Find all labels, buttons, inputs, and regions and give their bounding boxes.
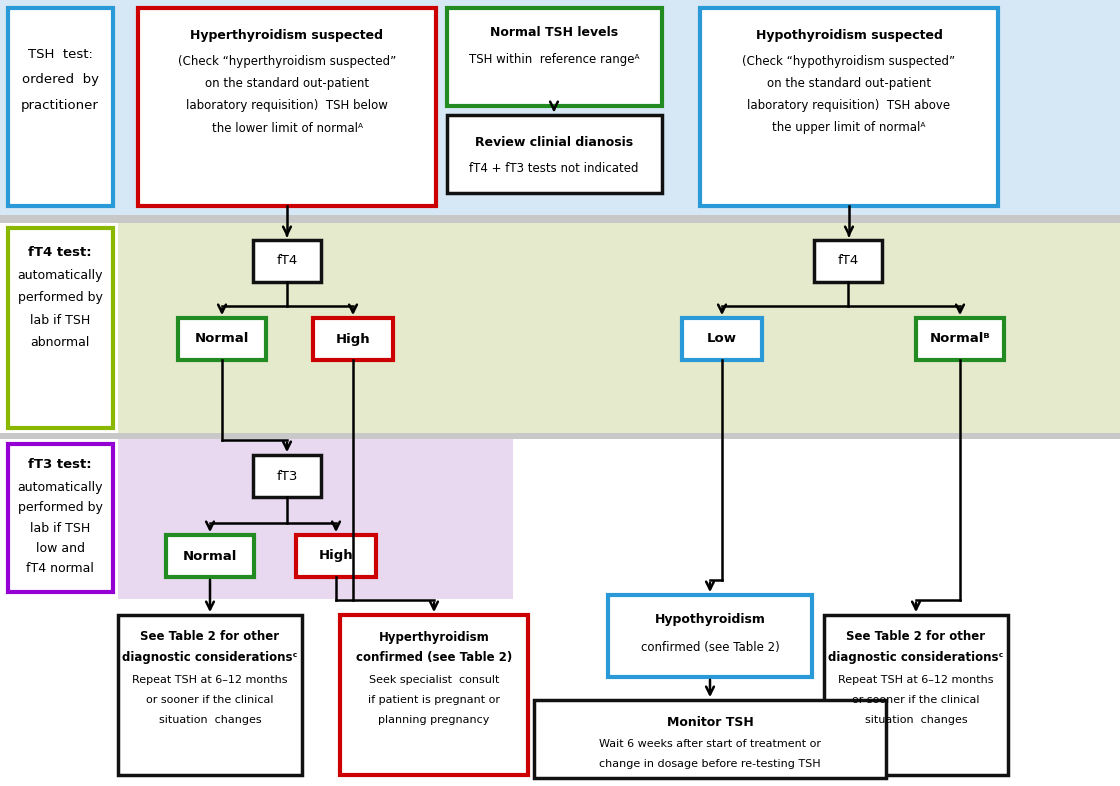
Bar [682, 318, 762, 360]
Text: if patient is pregnant or: if patient is pregnant or [368, 695, 500, 705]
Bar [534, 700, 886, 778]
Text: or sooner if the clinical: or sooner if the clinical [147, 695, 273, 705]
Text: Normalᴮ: Normalᴮ [930, 332, 990, 346]
Bar [8, 228, 113, 428]
Text: situation  changes: situation changes [159, 715, 261, 725]
Text: Normal: Normal [183, 549, 237, 563]
Bar [916, 318, 1004, 360]
Text: laboratory requisition)  TSH above: laboratory requisition) TSH above [747, 100, 951, 112]
Text: Review clinial dianosis: Review clinial dianosis [475, 135, 633, 149]
Bar [8, 8, 113, 206]
Text: lab if TSH: lab if TSH [30, 523, 90, 535]
Text: fT4 + fT3 tests not indicated: fT4 + fT3 tests not indicated [469, 161, 638, 174]
Bar [700, 8, 998, 206]
Bar [340, 615, 528, 775]
Bar [178, 318, 267, 360]
Text: Repeat TSH at 6–12 months: Repeat TSH at 6–12 months [132, 675, 288, 685]
Text: Hypothyroidism suspected: Hypothyroidism suspected [756, 28, 942, 42]
Text: fT3 test:: fT3 test: [28, 458, 92, 472]
Bar [608, 595, 812, 677]
Text: Normal: Normal [195, 332, 249, 346]
Bar [312, 318, 393, 360]
Text: laboratory requisition)  TSH below: laboratory requisition) TSH below [186, 100, 388, 112]
Bar [118, 439, 513, 599]
Text: Normal TSH levels: Normal TSH levels [489, 25, 618, 39]
Text: lab if TSH: lab if TSH [30, 314, 90, 326]
Text: High: High [336, 332, 371, 346]
Text: Monitor TSH: Monitor TSH [666, 715, 754, 729]
Text: low and: low and [36, 542, 84, 556]
Text: abnormal: abnormal [30, 336, 90, 348]
Text: fT4 test:: fT4 test: [28, 245, 92, 259]
Bar [138, 8, 436, 206]
Text: or sooner if the clinical: or sooner if the clinical [852, 695, 980, 705]
Text: High: High [319, 549, 353, 563]
Bar [166, 535, 254, 577]
Text: performed by: performed by [18, 501, 102, 515]
Text: TSH within  reference rangeᴬ: TSH within reference rangeᴬ [469, 53, 640, 67]
Text: practitioner: practitioner [21, 98, 99, 112]
Text: See Table 2 for other: See Table 2 for other [847, 630, 986, 644]
Bar [0, 0, 1120, 215]
Text: (Check “hypothyroidism suspected”: (Check “hypothyroidism suspected” [743, 56, 955, 68]
Bar [118, 615, 302, 775]
Bar [8, 444, 113, 592]
Text: fT4 normal: fT4 normal [26, 563, 94, 575]
Bar [253, 240, 321, 282]
Text: Low: Low [707, 332, 737, 346]
Text: performed by: performed by [18, 292, 102, 304]
Bar [253, 455, 321, 497]
Text: Seek specialist  consult: Seek specialist consult [368, 675, 500, 685]
Bar [447, 8, 662, 106]
Text: automatically: automatically [17, 480, 103, 494]
Bar [824, 615, 1008, 775]
Text: planning pregnancy: planning pregnancy [379, 715, 489, 725]
Text: diagnostic considerationsᶜ: diagnostic considerationsᶜ [829, 652, 1004, 664]
Bar [118, 223, 1120, 433]
Text: See Table 2 for other: See Table 2 for other [140, 630, 280, 644]
Text: fT4: fT4 [277, 255, 298, 267]
Text: (Check “hyperthyroidism suspected”: (Check “hyperthyroidism suspected” [178, 56, 396, 68]
Bar [814, 240, 883, 282]
Bar [296, 535, 376, 577]
Text: on the standard out-patient: on the standard out-patient [205, 78, 370, 90]
Text: diagnostic considerationsᶜ: diagnostic considerationsᶜ [122, 652, 298, 664]
Text: on the standard out-patient: on the standard out-patient [767, 78, 931, 90]
Bar [0, 215, 1120, 223]
Text: situation  changes: situation changes [865, 715, 968, 725]
Text: confirmed (see Table 2): confirmed (see Table 2) [641, 641, 780, 655]
Text: Hyperthyroidism suspected: Hyperthyroidism suspected [190, 28, 383, 42]
Text: the lower limit of normalᴬ: the lower limit of normalᴬ [212, 122, 363, 134]
Text: fT4: fT4 [838, 255, 859, 267]
Text: Hypothyroidism: Hypothyroidism [654, 614, 765, 626]
Bar [447, 115, 662, 193]
Text: Hyperthyroidism: Hyperthyroidism [379, 630, 489, 644]
Text: the upper limit of normalᴬ: the upper limit of normalᴬ [773, 122, 926, 134]
Text: ordered  by: ordered by [21, 74, 99, 86]
Text: Repeat TSH at 6–12 months: Repeat TSH at 6–12 months [838, 675, 993, 685]
Text: TSH  test:: TSH test: [28, 49, 93, 61]
Text: automatically: automatically [17, 270, 103, 282]
Bar [0, 433, 1120, 439]
Text: Wait 6 weeks after start of treatment or: Wait 6 weeks after start of treatment or [599, 739, 821, 749]
Text: confirmed (see Table 2): confirmed (see Table 2) [356, 652, 512, 664]
Text: fT3: fT3 [277, 469, 298, 483]
Text: change in dosage before re-testing TSH: change in dosage before re-testing TSH [599, 759, 821, 769]
